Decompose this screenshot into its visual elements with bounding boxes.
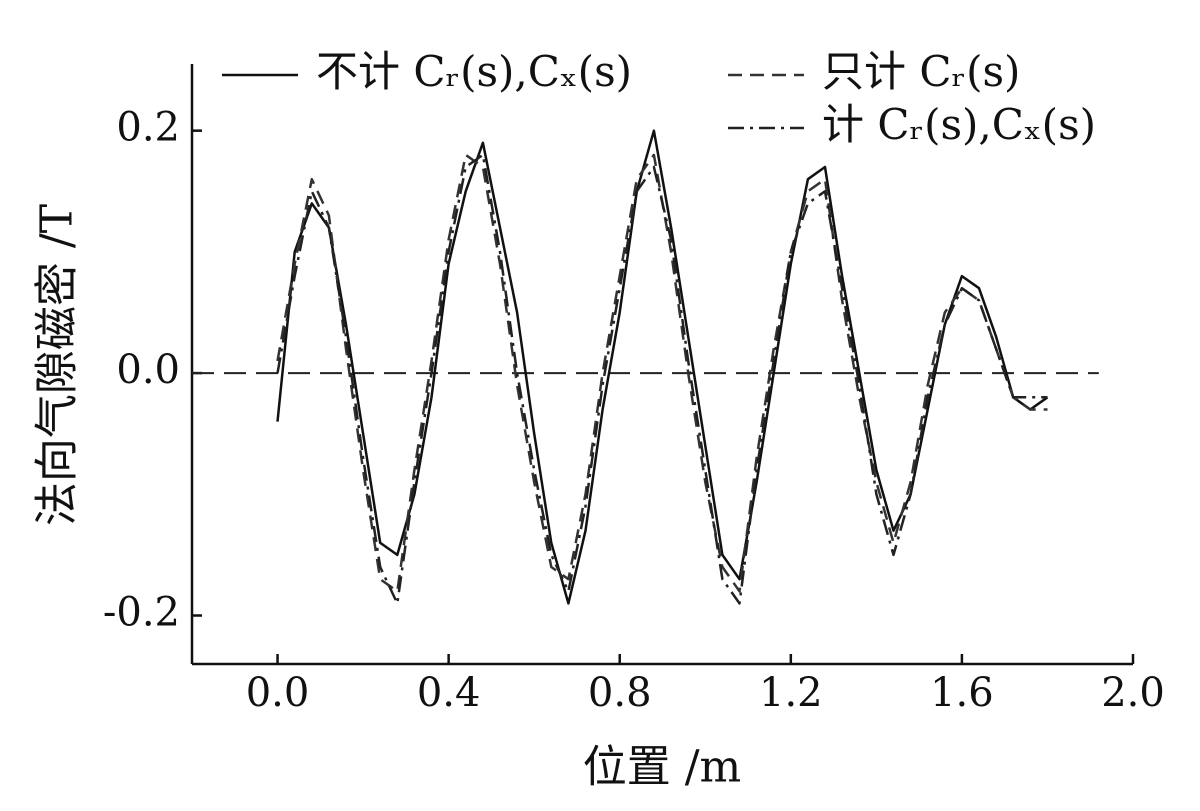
x-tick-label: 1.2 (759, 670, 823, 716)
x-axis-label: 位置 /m (583, 742, 742, 793)
series-line (276, 153, 1048, 605)
legend-label: 计 Cᵣ(s),Cₓ(s) (822, 100, 1096, 149)
x-tick-label: 0.4 (417, 670, 481, 716)
legend-label: 不计 Cᵣ(s),Cₓ(s) (316, 47, 632, 96)
y-axis-label: 法向气隙磁密 /T (32, 204, 83, 526)
x-tick-label: 2.0 (1101, 670, 1165, 716)
legend-label: 只计 Cᵣ(s) (822, 47, 1020, 96)
y-tick-label: 0.0 (116, 347, 180, 393)
x-tick-label: 0.0 (246, 670, 310, 716)
x-tick-label: 0.8 (588, 670, 652, 716)
y-tick-label: 0.2 (116, 105, 180, 151)
x-tick-label: 1.6 (930, 670, 994, 716)
y-tick-label: -0.2 (103, 590, 180, 636)
series-line (276, 129, 1049, 605)
